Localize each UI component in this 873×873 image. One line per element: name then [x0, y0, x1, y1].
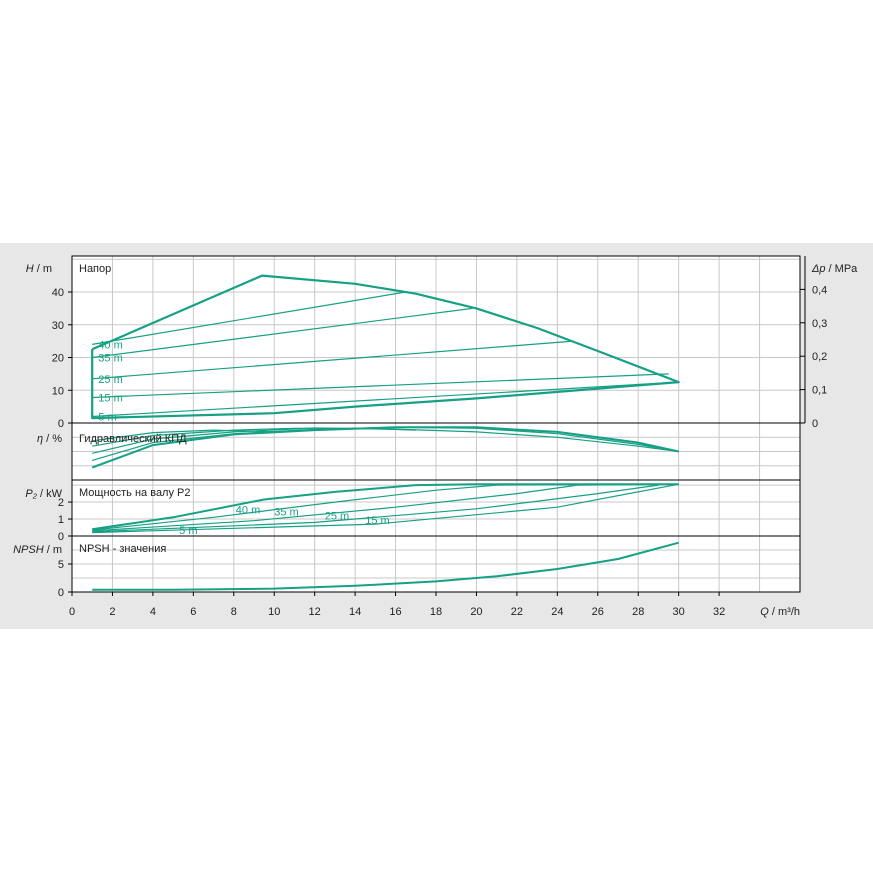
power-axis-unit: kW	[46, 488, 63, 500]
y2-tick-label: 0	[812, 418, 818, 430]
flow-axis-label: Q / m³/h	[760, 606, 800, 618]
x-tick-label: 4	[150, 606, 156, 618]
x-tick-label: 32	[713, 606, 725, 618]
y2-tick-label: 0,3	[812, 318, 827, 330]
x-tick-label: 26	[592, 606, 604, 618]
y-tick-label: 5	[58, 559, 64, 571]
x-tick-label: 6	[190, 606, 196, 618]
efficiency-curve	[92, 429, 275, 442]
y-tick-label: 0	[58, 587, 64, 599]
x-tick-label: 2	[109, 606, 115, 618]
power-curve-label: 35 m	[274, 506, 298, 518]
flow-axis-unit: m³/h	[778, 606, 800, 618]
head-chart-title: Напор	[79, 263, 111, 275]
x-tick-label: 16	[389, 606, 401, 618]
y-tick-label: 10	[52, 385, 64, 397]
power-curve-label: 15 m	[365, 515, 389, 527]
power-chart-title: Мощность на валу P2	[79, 487, 191, 499]
efficiency-axis-sep: /	[43, 433, 52, 445]
head-axis-sep: /	[34, 263, 43, 275]
head-axis-symbol: H	[26, 263, 34, 275]
x-tick-label: 8	[231, 606, 237, 618]
head-curve	[92, 373, 669, 399]
power-curve-label: 25 m	[325, 511, 349, 523]
power-axis-label: P₂ / kW	[25, 488, 62, 500]
power-curve-label: 5 m	[179, 525, 197, 537]
power-curve	[92, 483, 679, 532]
head-axis-unit: m	[43, 263, 52, 275]
y-tick-label: 0	[58, 531, 64, 543]
npsh-axis-symbol: NPSH	[13, 544, 44, 556]
x-tick-label: 18	[430, 606, 442, 618]
y-tick-label: 2	[58, 497, 64, 509]
x-tick-label: 24	[551, 606, 563, 618]
head-envelope	[91, 274, 680, 420]
head-curve	[92, 291, 406, 345]
head-curve-label: 15 m	[98, 392, 122, 404]
npsh-chart-title: NPSH - значения	[79, 543, 166, 555]
pressure-axis-label: Δp / MPa	[811, 263, 858, 275]
head-curve	[92, 307, 473, 359]
npsh-axis-sep: /	[44, 544, 53, 556]
y-tick-label: 0	[58, 418, 64, 430]
y2-tick-label: 0,4	[812, 284, 827, 296]
y-tick-label: 40	[52, 287, 64, 299]
x-tick-label: 0	[69, 606, 75, 618]
pump-curves-chart: Напор Гидравлический КПД Мощность на вал…	[0, 243, 873, 629]
power-axis-symbol: P₂	[25, 488, 37, 500]
x-tick-label: 22	[511, 606, 523, 618]
head-curve-label: 25 m	[98, 374, 122, 386]
efficiency-curve	[92, 427, 416, 447]
y2-tick-label: 0,1	[812, 385, 827, 397]
x-tick-label: 20	[470, 606, 482, 618]
pressure-axis-symbol: Δp	[811, 263, 826, 275]
x-tick-label: 30	[673, 606, 685, 618]
y-tick-label: 30	[52, 320, 64, 332]
flow-axis-symbol: Q	[760, 606, 769, 618]
npsh-curve	[92, 541, 679, 591]
head-curve-label: 5 m	[98, 411, 116, 423]
head-curve	[92, 381, 679, 418]
head-curve-label: 35 m	[98, 353, 122, 365]
pressure-axis-unit: MPa	[835, 263, 859, 275]
y-tick-label: 20	[52, 353, 64, 365]
x-tick-label: 28	[632, 606, 644, 618]
flow-axis-sep: /	[769, 606, 778, 618]
npsh-axis-unit: m	[53, 544, 62, 556]
y-tick-label: 1	[58, 514, 64, 526]
power-curve	[92, 483, 679, 531]
pump-curves-panel: Напор Гидравлический КПД Мощность на вал…	[0, 243, 873, 629]
y2-tick-label: 0,2	[812, 351, 827, 363]
power-curve	[92, 483, 679, 534]
power-curve	[92, 484, 659, 533]
pressure-axis-sep: /	[826, 263, 835, 275]
x-tick-label: 12	[309, 606, 321, 618]
head-curve-label: 40 m	[98, 339, 122, 351]
power-curve	[92, 483, 679, 531]
power-curve-label: 40 m	[236, 505, 260, 517]
efficiency-axis-symbol: η	[37, 433, 43, 445]
efficiency-axis-unit: %	[52, 433, 62, 445]
power-axis-sep: /	[37, 488, 46, 500]
head-axis-label: H / m	[26, 263, 52, 275]
npsh-axis-label: NPSH / m	[13, 544, 62, 556]
efficiency-curve	[92, 426, 679, 461]
efficiency-chart-title: Гидравлический КПД	[79, 433, 187, 445]
head-curve	[92, 340, 574, 380]
x-tick-label: 10	[268, 606, 280, 618]
x-tick-label: 14	[349, 606, 361, 618]
efficiency-axis-label: η / %	[37, 433, 62, 445]
